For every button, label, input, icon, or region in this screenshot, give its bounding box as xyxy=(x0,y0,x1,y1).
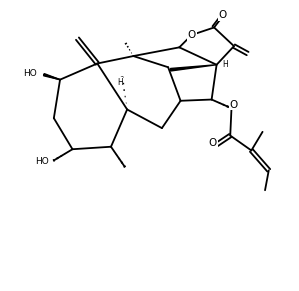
Polygon shape xyxy=(44,74,60,80)
Text: O: O xyxy=(209,138,217,148)
Text: O: O xyxy=(187,30,196,40)
Text: H: H xyxy=(222,60,228,69)
Text: O: O xyxy=(230,100,238,109)
Text: HO: HO xyxy=(35,157,49,166)
Polygon shape xyxy=(170,65,216,71)
Text: O: O xyxy=(219,10,227,20)
Text: HO: HO xyxy=(23,69,36,78)
Text: H: H xyxy=(117,78,123,87)
